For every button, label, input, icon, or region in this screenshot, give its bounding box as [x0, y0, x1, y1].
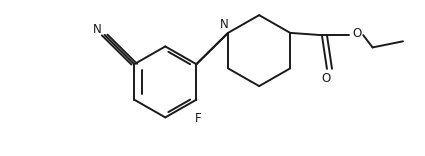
Text: O: O	[352, 27, 361, 40]
Text: F: F	[195, 112, 202, 124]
Text: N: N	[220, 18, 229, 31]
Text: N: N	[93, 23, 102, 36]
Text: O: O	[321, 72, 330, 85]
